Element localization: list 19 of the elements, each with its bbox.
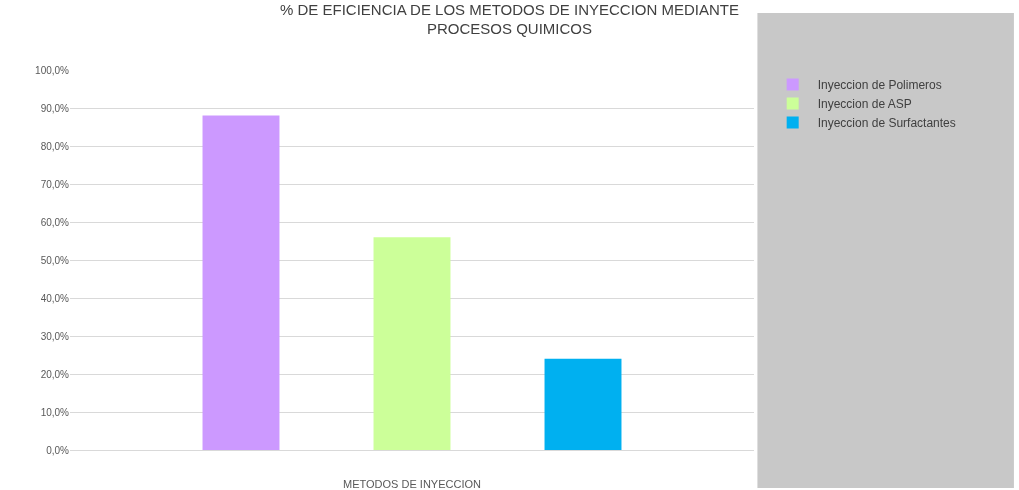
y-tick-label: 0,0%	[46, 444, 70, 456]
y-tick-label: 20,0%	[40, 368, 70, 380]
y-tick-label: 90,0%	[40, 102, 70, 114]
legend-label: Inyeccion de Polimeros	[817, 78, 942, 93]
y-tick-label: 60,0%	[40, 216, 70, 228]
y-tick-label: 40,0%	[40, 292, 70, 304]
bar	[544, 358, 622, 450]
bar	[202, 115, 280, 450]
y-tick-label: 30,0%	[40, 330, 70, 342]
y-tick-label: 50,0%	[40, 254, 70, 266]
legend-label: Inyeccion de Surfactantes	[817, 116, 956, 131]
chart-title: % DE EFICIENCIA DE LOS METODOS DE INYECCION MEDIANTE PROCESOS QUIMICOS	[280, 0, 739, 38]
y-tick-label: 80,0%	[40, 140, 70, 152]
y-tick-label: 70,0%	[40, 178, 70, 190]
bar	[373, 237, 451, 450]
x-axis-title: METODOS DE INYECCION	[343, 478, 482, 490]
y-tick-label: 10,0%	[40, 406, 70, 418]
legend-label: Inyeccion de ASP	[817, 97, 912, 112]
y-tick-label: 100,0%	[35, 64, 70, 76]
